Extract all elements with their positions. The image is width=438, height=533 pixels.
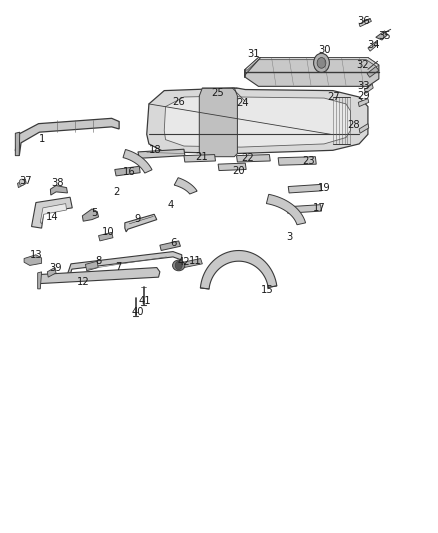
Polygon shape xyxy=(287,205,321,213)
Text: 4: 4 xyxy=(168,200,174,210)
Polygon shape xyxy=(40,204,67,224)
Text: 27: 27 xyxy=(327,92,340,102)
Text: 38: 38 xyxy=(52,179,64,188)
Polygon shape xyxy=(99,232,113,241)
Text: 8: 8 xyxy=(95,256,102,266)
Text: 22: 22 xyxy=(241,154,254,163)
Polygon shape xyxy=(218,163,246,171)
Polygon shape xyxy=(288,184,321,193)
Text: 40: 40 xyxy=(132,307,144,317)
Text: 3: 3 xyxy=(286,232,292,242)
Text: 33: 33 xyxy=(357,82,370,91)
Text: 10: 10 xyxy=(102,227,115,237)
Text: 12: 12 xyxy=(77,278,90,287)
Polygon shape xyxy=(199,88,237,157)
Text: 29: 29 xyxy=(357,91,370,101)
Text: 41: 41 xyxy=(138,296,151,306)
Text: 30: 30 xyxy=(319,45,331,55)
Polygon shape xyxy=(245,58,379,86)
Polygon shape xyxy=(237,155,270,162)
Polygon shape xyxy=(358,99,369,107)
Text: 7: 7 xyxy=(115,262,121,271)
Text: 17: 17 xyxy=(313,203,326,213)
Polygon shape xyxy=(245,58,379,70)
Circle shape xyxy=(314,53,329,72)
Text: 13: 13 xyxy=(30,250,42,260)
Text: 28: 28 xyxy=(348,120,360,130)
Polygon shape xyxy=(364,84,373,93)
Polygon shape xyxy=(367,67,379,77)
Polygon shape xyxy=(164,96,350,147)
Circle shape xyxy=(317,58,326,68)
Text: 39: 39 xyxy=(50,263,62,272)
Text: 32: 32 xyxy=(357,60,369,70)
Polygon shape xyxy=(160,241,180,251)
Polygon shape xyxy=(32,197,72,228)
Text: 34: 34 xyxy=(367,40,379,50)
Circle shape xyxy=(19,179,25,185)
Polygon shape xyxy=(38,272,42,289)
Polygon shape xyxy=(183,259,202,268)
Polygon shape xyxy=(174,177,197,194)
Text: 11: 11 xyxy=(188,256,201,266)
Polygon shape xyxy=(15,132,20,156)
Text: 42: 42 xyxy=(178,257,190,267)
Polygon shape xyxy=(266,195,306,225)
Polygon shape xyxy=(39,268,160,289)
Polygon shape xyxy=(15,118,119,156)
Polygon shape xyxy=(47,268,56,277)
Text: 9: 9 xyxy=(135,214,141,223)
Text: 5: 5 xyxy=(91,208,97,218)
Text: 21: 21 xyxy=(195,152,208,162)
Polygon shape xyxy=(82,209,99,221)
Text: 14: 14 xyxy=(46,213,59,222)
Text: 31: 31 xyxy=(248,50,260,59)
Text: 1: 1 xyxy=(39,134,45,143)
Text: 36: 36 xyxy=(357,17,370,26)
Polygon shape xyxy=(368,42,378,51)
Polygon shape xyxy=(125,214,157,232)
Polygon shape xyxy=(359,19,371,27)
Polygon shape xyxy=(376,31,388,40)
Text: 35: 35 xyxy=(378,31,391,41)
Text: 37: 37 xyxy=(19,176,32,186)
Text: 20: 20 xyxy=(233,166,245,175)
Polygon shape xyxy=(359,124,369,133)
Text: 26: 26 xyxy=(172,98,185,107)
Text: 2: 2 xyxy=(113,187,119,197)
Polygon shape xyxy=(147,88,368,154)
Polygon shape xyxy=(184,155,215,162)
Text: 6: 6 xyxy=(170,238,176,247)
Circle shape xyxy=(175,261,182,270)
Text: 24: 24 xyxy=(236,98,248,108)
Text: 15: 15 xyxy=(261,286,274,295)
Polygon shape xyxy=(85,261,98,271)
Text: 25: 25 xyxy=(212,88,225,98)
Polygon shape xyxy=(24,255,42,265)
Polygon shape xyxy=(68,252,182,278)
Text: 23: 23 xyxy=(303,156,315,166)
Text: 19: 19 xyxy=(318,183,331,192)
Polygon shape xyxy=(123,149,152,173)
Polygon shape xyxy=(50,185,67,195)
Polygon shape xyxy=(200,251,277,289)
Text: 18: 18 xyxy=(149,146,162,155)
Polygon shape xyxy=(138,149,185,158)
Text: 16: 16 xyxy=(123,167,136,176)
Polygon shape xyxy=(278,157,316,165)
Polygon shape xyxy=(115,166,140,176)
Ellipse shape xyxy=(173,260,185,271)
Polygon shape xyxy=(18,179,26,188)
